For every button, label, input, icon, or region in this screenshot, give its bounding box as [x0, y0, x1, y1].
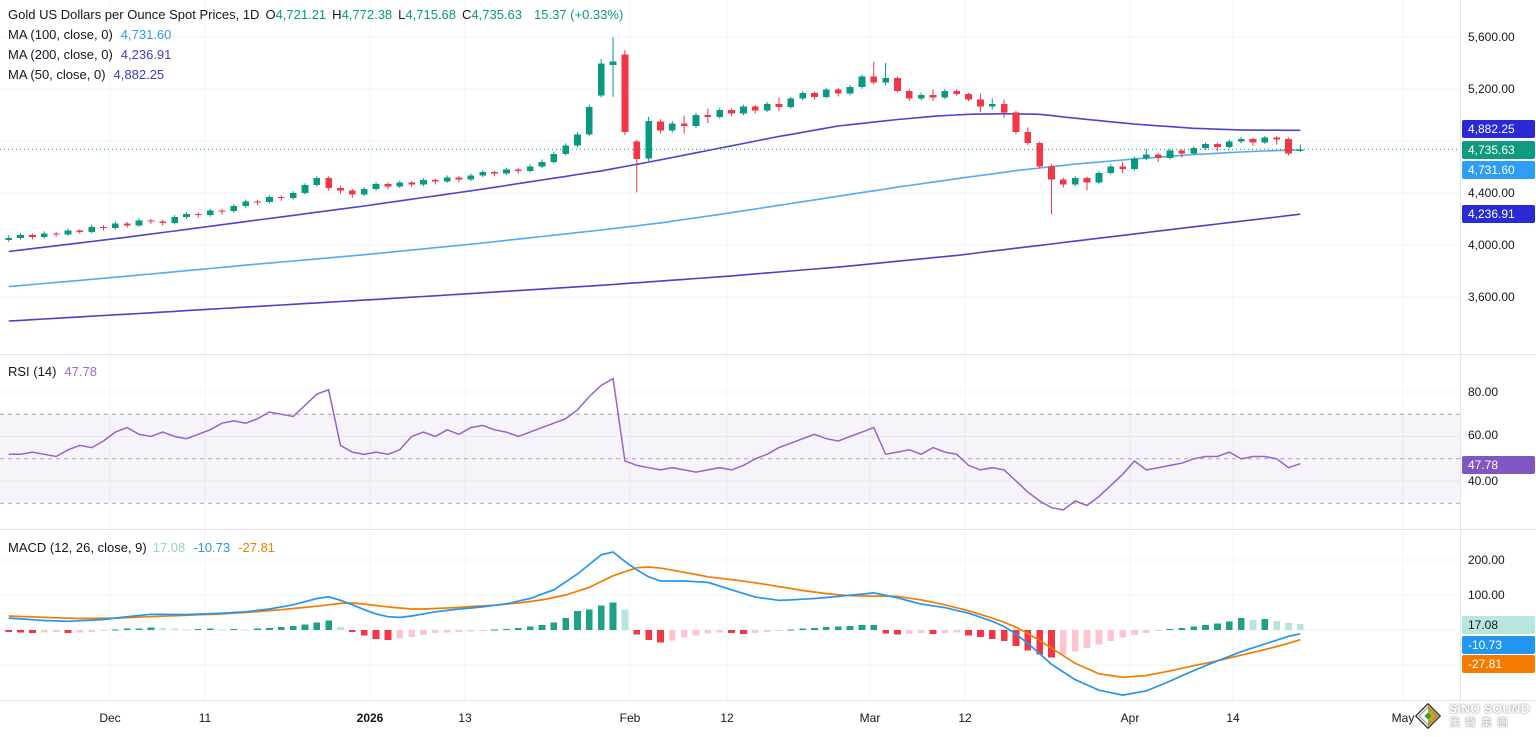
watermark-logo: SiNO SOUND 漢聲集團: [1414, 702, 1530, 730]
macd-values: 17.08 -10.73 -27.81: [153, 538, 283, 557]
macd-label: MACD (12, 26, close, 9): [8, 539, 147, 555]
price-legend: Gold US Dollars per Ounce Spot Prices, 1…: [8, 4, 623, 84]
axis-tick: 4,000.00: [1468, 238, 1515, 252]
ma-value: 4,731.60: [120, 26, 172, 42]
ohlc-value: 4,715.68: [405, 6, 457, 22]
ohlc-value: 4,772.38: [341, 6, 393, 22]
time-label: Feb: [619, 711, 641, 725]
macd-chart[interactable]: [0, 530, 1460, 700]
price-axis[interactable]: 5,600.00 5,200.00 4,400.00 4,000.00 3,600.00…: [1460, 0, 1536, 700]
axis-tick: 60.00: [1468, 428, 1499, 442]
rsi-chart[interactable]: [0, 355, 1460, 530]
watermark-chinese-text: 漢聲集團: [1448, 717, 1513, 729]
axis-price-badge: -10.73: [1462, 636, 1535, 654]
time-label: Mar: [859, 711, 881, 725]
axis-price-badge: 4,735.63: [1462, 141, 1535, 159]
ohlc-key: L: [398, 6, 406, 22]
symbol-title: Gold US Dollars per Ounce Spot Prices, 1…: [8, 6, 260, 22]
macd-value: -27.81: [238, 539, 276, 555]
axis-tick: 5,200.00: [1468, 82, 1515, 96]
ma-legend-row[interactable]: MA (100, close, 0) 4,731.60: [8, 24, 623, 44]
axis-tick: 200.00: [1468, 553, 1505, 567]
rsi-legend: RSI (14) 47.78: [8, 361, 97, 381]
time-label: Dec: [99, 711, 121, 725]
time-label: 11: [198, 711, 212, 725]
rsi-value: 47.78: [64, 363, 97, 379]
ohlc-value: 4,721.21: [275, 6, 327, 22]
axis-tick: 5,600.00: [1468, 30, 1515, 44]
time-label: 12: [720, 711, 734, 725]
ohlc-key: H: [332, 6, 342, 22]
ma-label: MA (100, close, 0): [8, 26, 113, 42]
ohlc-key: C: [462, 6, 472, 22]
time-label: 12: [958, 711, 972, 725]
time-label: May: [1391, 711, 1415, 725]
change-value: 15.37 (+0.33%): [534, 6, 624, 22]
axis-price-badge: 4,731.60: [1462, 161, 1535, 179]
axis-price-badge: -27.81: [1462, 655, 1535, 673]
macd-legend-row[interactable]: MACD (12, 26, close, 9) 17.08 -10.73 -27.8…: [8, 537, 283, 557]
watermark-brand-text: SiNO SOUND: [1448, 702, 1530, 716]
ma-value: 4,236.91: [120, 46, 172, 62]
macd-legend: MACD (12, 26, close, 9) 17.08 -10.73 -27.8…: [8, 537, 283, 557]
time-label: 13: [458, 711, 472, 725]
ma-value: 4,882.25: [113, 66, 165, 82]
rsi-legend-row[interactable]: RSI (14) 47.78: [8, 361, 97, 381]
rsi-label: RSI (14): [8, 363, 57, 379]
panel-separator[interactable]: [0, 529, 1536, 530]
sino-sound-diamond-icon: [1414, 702, 1442, 730]
ma-legend-row[interactable]: MA (200, close, 0) 4,236.91: [8, 44, 623, 64]
time-axis[interactable]: SiNO SOUND 漢聲集團 Dec 11 2026 13 Feb 12 Mar 12 Apr…: [0, 700, 1536, 737]
ohlc-value: 4,735.63: [471, 6, 523, 22]
symbol-legend-row[interactable]: Gold US Dollars per Ounce Spot Prices, 1…: [8, 4, 623, 24]
axis-price-badge: 17.08: [1462, 616, 1535, 634]
axis-tick: 4,400.00: [1468, 186, 1515, 200]
ma-label: MA (200, close, 0): [8, 46, 113, 62]
ohlc-values: O4,721.21 H4,772.38 L4,715.68 C4,735.63: [265, 5, 528, 24]
axis-tick: 40.00: [1468, 474, 1499, 488]
panel-separator[interactable]: [0, 354, 1536, 355]
axis-tick: 3,600.00: [1468, 290, 1515, 304]
time-label: 14: [1226, 711, 1240, 725]
ma-legend-row[interactable]: MA (50, close, 0) 4,882.25: [8, 64, 623, 84]
axis-price-badge: 4,236.91: [1462, 205, 1535, 223]
macd-value: -10.73: [193, 539, 231, 555]
axis-price-badge: 4,882.25: [1462, 120, 1535, 138]
price-chart[interactable]: [0, 0, 1460, 355]
time-label: Apr: [1120, 711, 1140, 725]
axis-tick: 100.00: [1468, 588, 1505, 602]
ohlc-key: O: [265, 6, 276, 22]
time-label: 2026: [356, 711, 384, 725]
axis-tick: 80.00: [1468, 385, 1499, 399]
macd-value: 17.08: [152, 539, 186, 555]
axis-price-badge: 47.78: [1462, 456, 1535, 474]
ma-label: MA (50, close, 0): [8, 66, 106, 82]
